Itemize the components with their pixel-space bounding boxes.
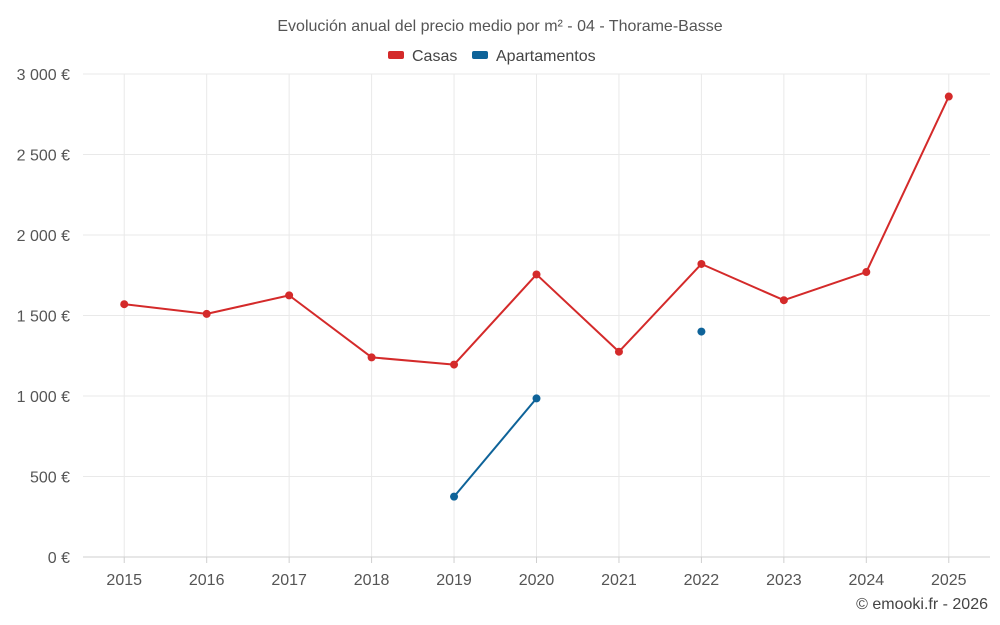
y-tick-label: 3 000 € [17,67,70,84]
series [120,92,953,501]
x-tick-label: 2016 [189,572,225,589]
data-point-casas-2016[interactable] [202,309,211,318]
data-point-apartamentos-2020[interactable] [532,394,541,403]
legend-item-casas[interactable]: Casas [388,48,457,65]
data-point-casas-2022[interactable] [697,259,706,268]
x-tick-label: 2025 [931,572,967,589]
y-tick-label: 1 000 € [17,389,70,406]
axes: 0 € 500 € 1 000 € 1 500 € 2 000 € 2 500 € 3 00… [17,67,990,589]
y-tick-label: 1 500 € [17,309,70,326]
x-tick-label: 2023 [766,572,802,589]
x-tick-label: 2017 [271,572,307,589]
data-point-casas-2015[interactable] [120,300,129,309]
legend-item-apartamentos[interactable]: Apartamentos [472,48,596,65]
series-casas [120,92,953,369]
legend-swatch-apartamentos [472,51,488,59]
legend: Casas Apartamentos [388,48,596,65]
chart-title: Evolución anual del precio medio por m² … [277,18,722,35]
series-line-apartamentos [453,397,538,498]
data-point-casas-2025[interactable] [944,92,953,101]
data-point-casas-2017[interactable] [285,291,294,300]
data-point-casas-2020[interactable] [532,270,541,279]
series-apartamentos [450,327,706,501]
x-tick-label: 2015 [106,572,142,589]
y-tick-label: 2 500 € [17,148,70,165]
data-point-casas-2018[interactable] [367,353,376,362]
x-tick-label: 2020 [519,572,555,589]
y-tick-label: 2 000 € [17,228,70,245]
data-point-casas-2019[interactable] [450,360,459,369]
legend-label-apartamentos: Apartamentos [496,48,596,65]
legend-label-casas: Casas [412,48,457,65]
x-tick-label: 2019 [436,572,472,589]
grid [83,73,990,557]
data-point-apartamentos-2019[interactable] [450,492,459,501]
x-tick-label: 2024 [849,572,885,589]
x-tick-label: 2018 [354,572,390,589]
data-point-apartamentos-2022[interactable] [697,327,706,336]
y-tick-label: 0 € [48,550,70,567]
credit-text: © emooki.fr - 2026 [856,596,988,613]
y-tick-label: 500 € [30,470,70,487]
data-point-casas-2024[interactable] [862,268,871,277]
x-tick-label: 2021 [601,572,637,589]
data-point-casas-2023[interactable] [779,296,788,305]
x-tick-label: 2022 [684,572,720,589]
data-point-casas-2021[interactable] [614,347,623,356]
legend-swatch-casas [388,51,404,59]
